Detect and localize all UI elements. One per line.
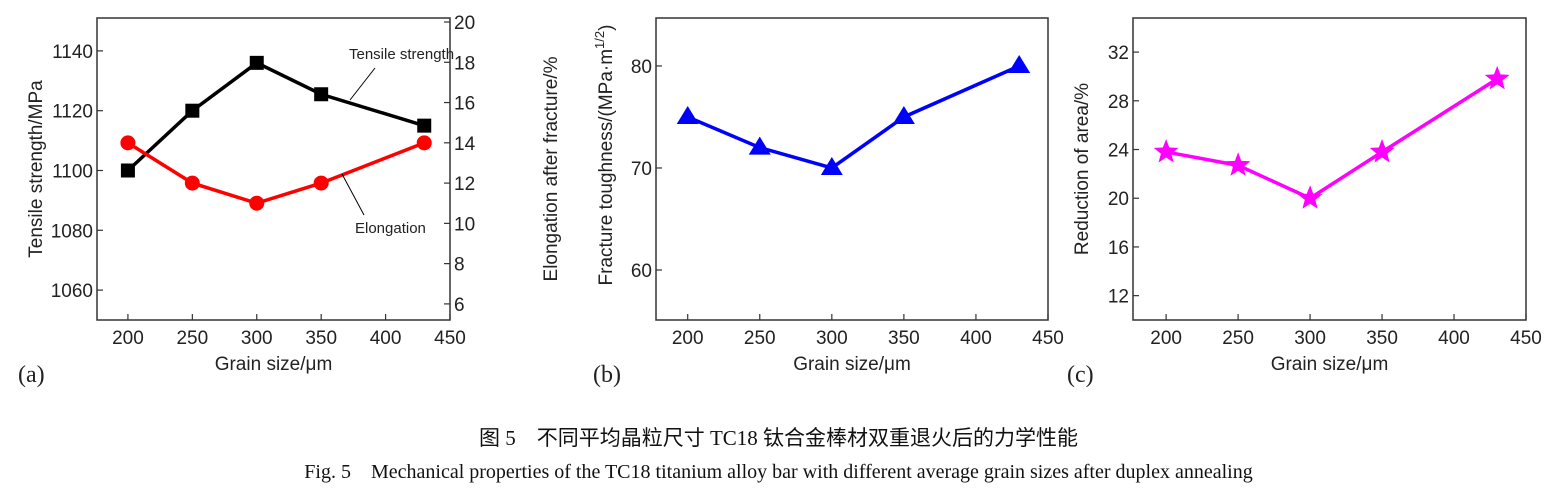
data-point-circle (313, 175, 329, 191)
data-point-star (1225, 152, 1251, 176)
y-tick-label: 16 (1108, 238, 1129, 259)
data-point-triangle (820, 156, 843, 175)
y2-tick-label: 12 (454, 174, 475, 195)
x-tick-label: 250 (744, 328, 776, 349)
y2-tick-label: 18 (454, 53, 475, 74)
data-point-star (1484, 65, 1510, 90)
x-tick-label: 200 (112, 328, 144, 349)
x-tick-label: 450 (1510, 328, 1542, 349)
x-tick-label: 350 (305, 328, 337, 349)
series-line (687, 64, 1020, 170)
chart-panel-a: 200 250 300 350 400 450 1060 1080 1100 1120 1140 6 8… (18, 13, 562, 388)
x-tick-label: 400 (370, 328, 402, 349)
caption-chinese: 图 5 不同平均晶粒尺寸 TC18 钛合金棒材双重退火后的力学性能 (478, 426, 1079, 450)
x-tick-label: 400 (1438, 328, 1470, 349)
x-tick-label: 250 (1222, 328, 1254, 349)
data-point-square (314, 87, 329, 102)
data-point-square (417, 118, 432, 133)
y-tick-label: 60 (631, 261, 652, 282)
data-point-star (1153, 139, 1179, 163)
y-tick-label: 20 (1108, 189, 1129, 210)
y2-tick-label: 20 (454, 13, 475, 34)
chart-panel-b: 200 250 300 350 400 450 60 70 80 Grain size/μm Fra… (592, 17, 1064, 388)
figure-charts: 200 250 300 350 400 4501060108011001120114068… (18, 13, 1542, 388)
y2-tick-label: 14 (454, 134, 476, 155)
x-axis-label: Grain size/μm (215, 354, 333, 375)
panel-label: (c) (1067, 362, 1094, 388)
x-tick-label: 200 (672, 328, 704, 349)
x-tick-label: 300 (816, 328, 848, 349)
data-point-square (120, 163, 135, 178)
x-tick-label: 250 (176, 328, 208, 349)
data-point-square (249, 55, 264, 70)
data-point-triangle (676, 105, 699, 124)
x-tick-label: 350 (1366, 328, 1398, 349)
y-tick-label: 32 (1108, 43, 1129, 64)
y2-axis-label: Elongation after fracture/% (541, 56, 562, 281)
caption-english: Fig. 5 Mechanical properties of the TC18… (304, 461, 1253, 483)
y-axis-label: Fracture toughness/(MPa·m1/2) (592, 25, 617, 286)
y-tick-label: 80 (631, 57, 652, 78)
x-tick-label: 300 (1294, 328, 1326, 349)
y-tick-label: 1140 (52, 42, 93, 63)
y-tick-label: 1120 (52, 102, 93, 123)
data-point-star (1297, 185, 1323, 209)
x-tick-label: 450 (1032, 328, 1064, 349)
series-line-elongation (126, 141, 425, 206)
y2-tick-label: 10 (454, 214, 475, 235)
annotation-elongation: Elongation (355, 220, 426, 237)
annotation-tensile-strength: Tensile strength (349, 46, 454, 63)
series-line-tensile-strength (126, 60, 425, 172)
y-tick-label: 1080 (51, 221, 93, 242)
panel-label: (b) (593, 362, 621, 388)
x-tick-label: 400 (960, 328, 992, 349)
x-tick-label: 350 (888, 328, 920, 349)
x-tick-label: 200 (1150, 328, 1182, 349)
y2-tick-label: 16 (454, 94, 475, 115)
annotation-leader-line (349, 67, 376, 101)
data-point-circle (184, 175, 200, 191)
y-tick-label: 12 (1108, 287, 1129, 308)
y-axis-label: Tensile strength/MPa (26, 80, 47, 258)
data-point-triangle (892, 105, 915, 124)
y2-tick-label: 8 (454, 255, 465, 276)
x-axis-label: Grain size/μm (793, 354, 911, 375)
plot-frame (655, 17, 1049, 321)
y-tick-label: 28 (1108, 92, 1129, 113)
y-axis-label: Reduction of area/% (1072, 83, 1093, 255)
x-axis-label: Grain size/μm (1271, 354, 1389, 375)
y-tick-label: 1060 (51, 281, 93, 302)
series-line (1165, 77, 1499, 201)
data-point-triangle (748, 136, 771, 155)
plot-frame (1132, 17, 1527, 321)
y2-tick-label: 6 (454, 295, 465, 316)
x-tick-label: 300 (241, 328, 273, 349)
y-tick-label: 70 (631, 159, 652, 180)
data-point-circle (249, 195, 265, 211)
plot-frame (96, 17, 451, 321)
data-point-star (1369, 139, 1395, 163)
chart-panel-c: 200 250 300 350 400 450 12 16 20 24 28 32 Grain size… (1067, 17, 1542, 388)
data-point-circle (416, 135, 432, 151)
y-tick-label: 24 (1108, 141, 1130, 162)
y-tick-label: 1100 (52, 161, 93, 182)
annotation-leader-line (341, 173, 365, 216)
x-tick-label: 450 (434, 328, 466, 349)
data-point-circle (120, 135, 136, 151)
panel-label: (a) (18, 362, 45, 388)
data-point-square (185, 103, 200, 118)
data-point-triangle (1008, 54, 1031, 73)
